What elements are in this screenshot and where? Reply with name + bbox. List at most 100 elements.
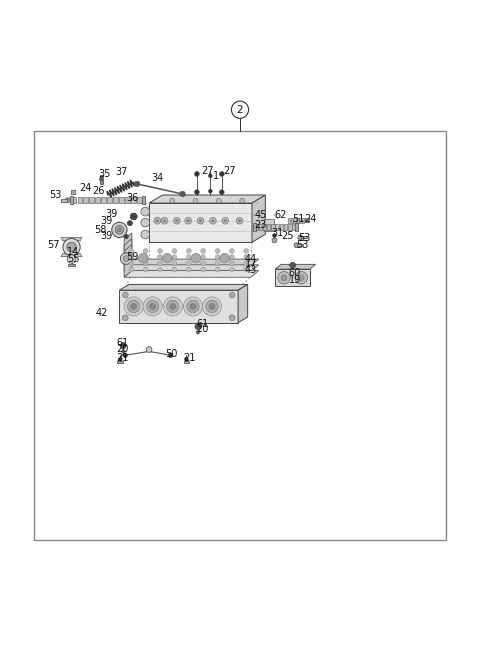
Circle shape	[175, 219, 178, 222]
Circle shape	[236, 217, 243, 224]
Text: 53: 53	[297, 240, 309, 250]
Bar	[267, 224, 270, 230]
Circle shape	[65, 198, 70, 202]
Circle shape	[229, 267, 234, 272]
Circle shape	[162, 253, 172, 263]
Circle shape	[229, 255, 234, 259]
Circle shape	[123, 353, 128, 358]
Circle shape	[206, 300, 218, 312]
Bar	[264, 219, 274, 231]
Circle shape	[122, 315, 128, 321]
Text: 51: 51	[292, 214, 304, 224]
Text: 60: 60	[289, 268, 301, 278]
Bar	[120, 197, 124, 203]
Circle shape	[172, 267, 177, 272]
Circle shape	[128, 221, 132, 225]
Circle shape	[273, 234, 276, 238]
Text: 39: 39	[100, 216, 112, 226]
Polygon shape	[61, 253, 82, 257]
Text: 35: 35	[99, 170, 111, 179]
Circle shape	[215, 248, 220, 253]
Polygon shape	[120, 284, 248, 290]
Circle shape	[167, 300, 179, 312]
Circle shape	[146, 300, 159, 312]
Polygon shape	[276, 269, 310, 286]
Bar	[259, 224, 262, 230]
Text: 20: 20	[117, 344, 129, 354]
Circle shape	[244, 255, 249, 259]
Circle shape	[220, 253, 229, 263]
Polygon shape	[149, 203, 252, 242]
Bar	[71, 190, 75, 195]
Text: 17: 17	[245, 259, 257, 269]
Circle shape	[183, 297, 203, 316]
Text: 19: 19	[289, 274, 301, 285]
Text: 61: 61	[117, 338, 129, 348]
Circle shape	[129, 255, 134, 259]
Bar	[301, 236, 307, 238]
Bar	[70, 196, 73, 204]
Bar	[291, 218, 293, 223]
Circle shape	[186, 248, 191, 253]
Circle shape	[187, 300, 199, 312]
Text: 44: 44	[245, 253, 257, 263]
Circle shape	[172, 248, 177, 253]
Circle shape	[201, 248, 205, 253]
Bar	[72, 197, 76, 203]
Bar	[288, 218, 290, 223]
Circle shape	[168, 353, 173, 358]
Bar	[101, 197, 107, 203]
Bar	[292, 224, 296, 230]
Circle shape	[170, 198, 175, 203]
Circle shape	[99, 178, 103, 181]
Bar	[113, 197, 118, 203]
Circle shape	[193, 198, 198, 203]
Polygon shape	[124, 259, 259, 266]
Bar	[68, 264, 75, 266]
Text: 25: 25	[281, 231, 294, 240]
Circle shape	[294, 243, 299, 248]
Circle shape	[120, 343, 126, 348]
Circle shape	[197, 217, 204, 224]
Circle shape	[278, 272, 290, 284]
Circle shape	[209, 217, 216, 224]
Text: 53: 53	[299, 233, 311, 244]
Text: 39: 39	[100, 231, 112, 240]
Circle shape	[194, 172, 199, 176]
Circle shape	[172, 255, 177, 259]
Circle shape	[129, 261, 134, 266]
Circle shape	[157, 261, 162, 266]
Circle shape	[129, 248, 134, 253]
Circle shape	[143, 297, 162, 316]
Circle shape	[122, 292, 128, 298]
Text: 21: 21	[117, 353, 129, 363]
Polygon shape	[124, 244, 132, 277]
Circle shape	[157, 255, 162, 259]
Text: 31: 31	[272, 228, 284, 238]
Polygon shape	[124, 238, 132, 272]
Circle shape	[180, 191, 185, 197]
Circle shape	[131, 303, 136, 309]
Polygon shape	[61, 238, 82, 241]
Circle shape	[124, 234, 129, 239]
Circle shape	[295, 272, 308, 284]
Circle shape	[215, 255, 220, 259]
Bar	[84, 197, 88, 203]
Circle shape	[190, 303, 196, 309]
Polygon shape	[276, 265, 316, 269]
Circle shape	[131, 213, 137, 220]
Circle shape	[115, 225, 124, 234]
Circle shape	[229, 315, 235, 321]
Bar	[271, 224, 275, 230]
Circle shape	[194, 190, 199, 195]
Circle shape	[203, 297, 222, 316]
Circle shape	[173, 217, 180, 224]
Bar	[298, 244, 303, 246]
Text: 50: 50	[165, 349, 178, 360]
Circle shape	[224, 219, 227, 222]
Circle shape	[67, 242, 76, 252]
Text: 20: 20	[196, 324, 208, 335]
Bar	[276, 224, 279, 230]
Circle shape	[229, 292, 235, 298]
Circle shape	[144, 267, 148, 272]
